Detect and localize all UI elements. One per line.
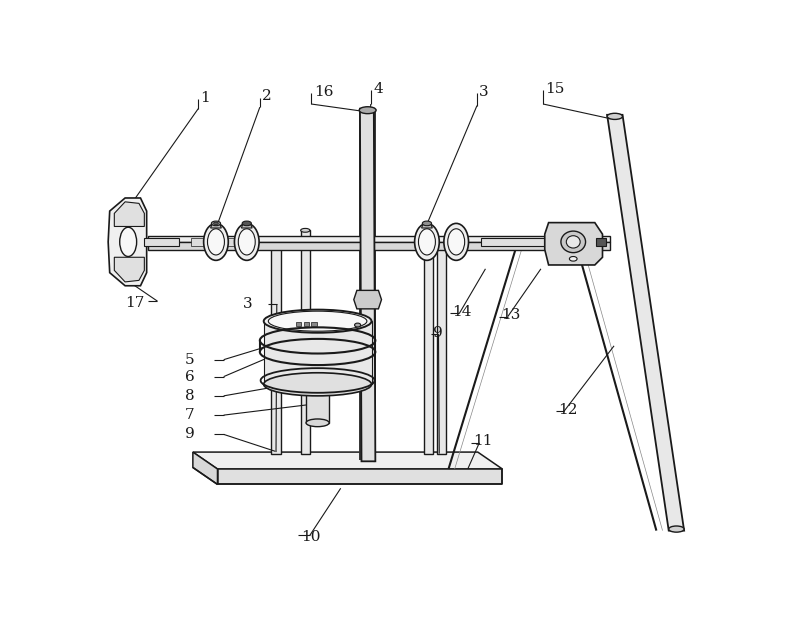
Ellipse shape (424, 245, 433, 249)
Ellipse shape (301, 228, 310, 232)
Ellipse shape (207, 229, 225, 255)
Polygon shape (114, 202, 144, 226)
Text: 1: 1 (201, 91, 210, 105)
Polygon shape (193, 452, 502, 469)
Text: 6: 6 (185, 370, 195, 384)
Text: 8: 8 (185, 389, 194, 403)
Polygon shape (304, 322, 309, 326)
Ellipse shape (570, 256, 577, 261)
Ellipse shape (306, 419, 329, 427)
Polygon shape (424, 247, 433, 453)
Polygon shape (596, 238, 606, 245)
Polygon shape (271, 247, 281, 453)
Ellipse shape (238, 229, 255, 255)
Ellipse shape (214, 222, 218, 225)
Polygon shape (481, 238, 549, 245)
Polygon shape (311, 322, 317, 326)
Polygon shape (193, 452, 218, 485)
Ellipse shape (211, 221, 221, 226)
Text: 2: 2 (262, 89, 272, 103)
Text: 17: 17 (125, 296, 145, 310)
Polygon shape (148, 237, 610, 242)
Text: 10: 10 (301, 530, 320, 544)
Polygon shape (114, 258, 144, 282)
Text: 3: 3 (479, 85, 489, 99)
Polygon shape (545, 223, 602, 265)
Text: 7: 7 (185, 408, 194, 422)
Polygon shape (360, 109, 375, 461)
Ellipse shape (264, 373, 371, 396)
Ellipse shape (120, 227, 137, 256)
Polygon shape (144, 238, 179, 245)
Ellipse shape (242, 221, 251, 226)
Polygon shape (222, 238, 248, 245)
Text: 12: 12 (558, 403, 578, 417)
Ellipse shape (561, 231, 586, 252)
Polygon shape (296, 322, 302, 326)
Polygon shape (108, 198, 146, 286)
Polygon shape (301, 230, 310, 453)
Text: 5: 5 (185, 353, 194, 367)
Polygon shape (422, 224, 432, 228)
Polygon shape (354, 291, 382, 309)
Ellipse shape (264, 310, 371, 333)
Ellipse shape (669, 526, 684, 532)
Ellipse shape (271, 245, 281, 249)
Ellipse shape (359, 107, 376, 114)
Text: 15: 15 (546, 81, 565, 95)
Text: 11: 11 (473, 434, 493, 448)
Text: 9: 9 (185, 427, 195, 441)
Text: 3: 3 (243, 297, 253, 311)
Ellipse shape (268, 311, 367, 331)
Polygon shape (148, 242, 610, 249)
Ellipse shape (204, 223, 228, 260)
Polygon shape (190, 238, 218, 245)
Text: 16: 16 (314, 85, 334, 99)
Polygon shape (264, 321, 371, 384)
Polygon shape (607, 115, 684, 530)
Text: 14: 14 (452, 305, 472, 319)
Text: 9: 9 (433, 326, 443, 340)
Ellipse shape (607, 113, 622, 120)
Ellipse shape (414, 223, 439, 260)
Polygon shape (306, 384, 329, 423)
Polygon shape (218, 469, 502, 485)
Polygon shape (437, 247, 446, 453)
Polygon shape (210, 224, 222, 228)
Text: 4: 4 (373, 81, 382, 95)
Ellipse shape (418, 229, 435, 255)
Ellipse shape (444, 223, 469, 260)
Ellipse shape (448, 229, 465, 255)
Ellipse shape (566, 236, 580, 248)
Ellipse shape (422, 221, 431, 226)
Ellipse shape (354, 323, 361, 327)
Text: 13: 13 (501, 308, 520, 322)
Ellipse shape (437, 245, 446, 249)
Ellipse shape (234, 223, 259, 260)
Polygon shape (242, 224, 252, 228)
